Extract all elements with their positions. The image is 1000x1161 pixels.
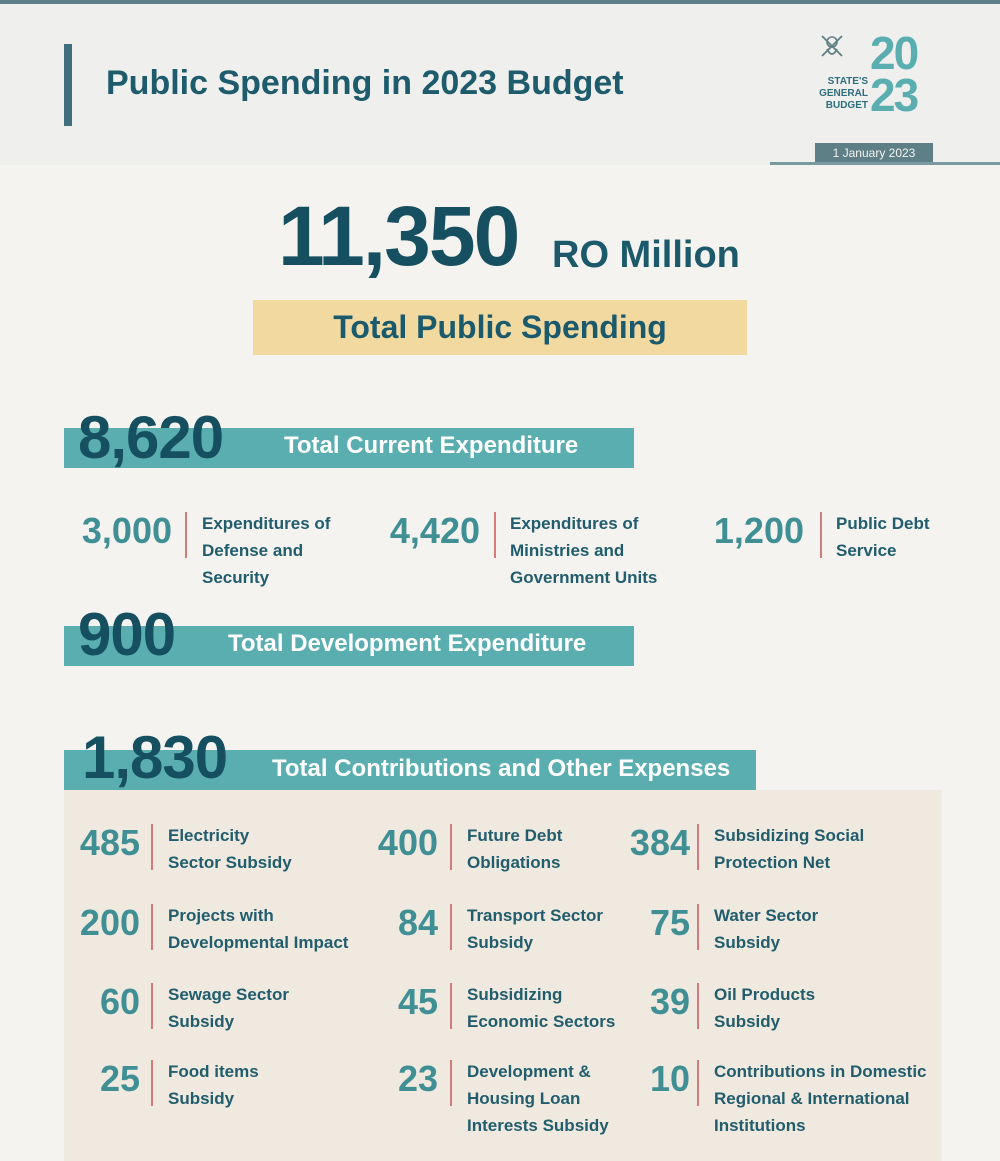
item-divider [697, 1060, 699, 1106]
total-spending-label: Total Public Spending [253, 300, 747, 355]
contribution-item-label: Future Debt Obligations [467, 826, 563, 872]
logo-line-2: GENERAL [819, 88, 868, 99]
current-item-value: 3,000 [81, 510, 172, 551]
current-item-label: Expenditures of Defense and Security [202, 514, 331, 587]
contribution-item-value: 25 [99, 1058, 140, 1099]
date-badge: 1 January 2023 [815, 143, 933, 164]
item-divider [697, 904, 699, 950]
contribution-item-label: Transport Sector Subsidy [467, 906, 604, 952]
item-divider [185, 512, 187, 558]
item-divider [450, 824, 452, 870]
top-rule [0, 0, 1000, 4]
contribution-item-label: Projects with Developmental Impact [168, 906, 349, 952]
contribution-item-value: 39 [649, 981, 690, 1022]
item-divider [151, 904, 153, 950]
current-expenditure-banner [64, 428, 634, 468]
contribution-item-value: 60 [99, 981, 140, 1022]
item-divider [820, 512, 822, 558]
item-divider [450, 904, 452, 950]
item-divider [697, 824, 699, 870]
development-expenditure-label: Total Development Expenditure [228, 630, 587, 657]
contributions-panel [64, 790, 942, 1161]
contribution-item-value: 384 [629, 822, 690, 863]
current-expenditure-label: Total Current Expenditure [284, 432, 579, 459]
item-divider [151, 1060, 153, 1106]
development-expenditure-value: 900 [78, 601, 176, 668]
contribution-item-label: Development & Housing Loan Interests Sub… [467, 1062, 609, 1135]
contributions-value: 1,830 [82, 724, 228, 791]
contributions-banner [64, 750, 756, 790]
date-rule [770, 162, 1000, 165]
contribution-item-value: 45 [397, 981, 438, 1022]
logo-year-top: 20 [870, 27, 919, 79]
logo-text: STATE'S GENERAL BUDGET [812, 76, 868, 112]
contributions-label: Total Contributions and Other Expenses [272, 755, 731, 782]
current-item-value: 1,200 [713, 510, 804, 551]
contribution-item-label: Water Sector Subsidy [714, 906, 819, 952]
logo-year: 20 23 [870, 28, 940, 124]
contribution-item-value: 10 [649, 1058, 690, 1099]
contribution-item-label: Food items Subsidy [168, 1062, 259, 1108]
contribution-item-label: Subsidizing Social Protection Net [714, 826, 865, 872]
current-item-label: Expenditures of Ministries and Governmen… [510, 514, 658, 587]
logo-line-3: BUDGET [825, 100, 868, 111]
page-title: Public Spending in 2023 Budget [106, 64, 624, 102]
logo-year-bottom: 23 [870, 69, 919, 121]
contribution-item-label: Oil Products Subsidy [714, 985, 816, 1031]
item-divider [151, 983, 153, 1029]
header: Public Spending in 2023 Budget STATE'S G… [0, 0, 1000, 165]
title-accent-bar [64, 44, 72, 126]
item-divider [151, 824, 153, 870]
contribution-item-value: 23 [397, 1058, 438, 1099]
contribution-item-label: Subsidizing Economic Sectors [467, 985, 616, 1031]
current-expenditure-value: 8,620 [78, 404, 224, 471]
item-divider [450, 983, 452, 1029]
total-spending-unit: RO Million [552, 234, 740, 276]
contribution-item-value: 485 [79, 822, 140, 863]
contribution-item-value: 400 [377, 822, 438, 863]
contribution-item-value: 84 [397, 902, 438, 943]
emblem-icon [821, 35, 843, 57]
logo-line-1: STATE'S [827, 76, 868, 87]
current-item-value: 4,420 [389, 510, 480, 551]
contribution-item-value: 200 [79, 902, 140, 943]
current-item-label: Public Debt Service [836, 514, 930, 560]
item-divider [450, 1060, 452, 1106]
contribution-item-label: Contributions in Domestic Regional & Int… [714, 1062, 927, 1135]
contribution-item-value: 75 [649, 902, 690, 943]
contribution-item-label: Electricity Sector Subsidy [168, 826, 292, 872]
budget-logo: STATE'S GENERAL BUDGET 20 23 [812, 28, 942, 124]
contribution-item-label: Sewage Sector Subsidy [168, 985, 289, 1031]
development-expenditure-banner [64, 626, 634, 666]
item-divider [494, 512, 496, 558]
item-divider [697, 983, 699, 1029]
total-spending-value: 11,350 [278, 189, 520, 283]
